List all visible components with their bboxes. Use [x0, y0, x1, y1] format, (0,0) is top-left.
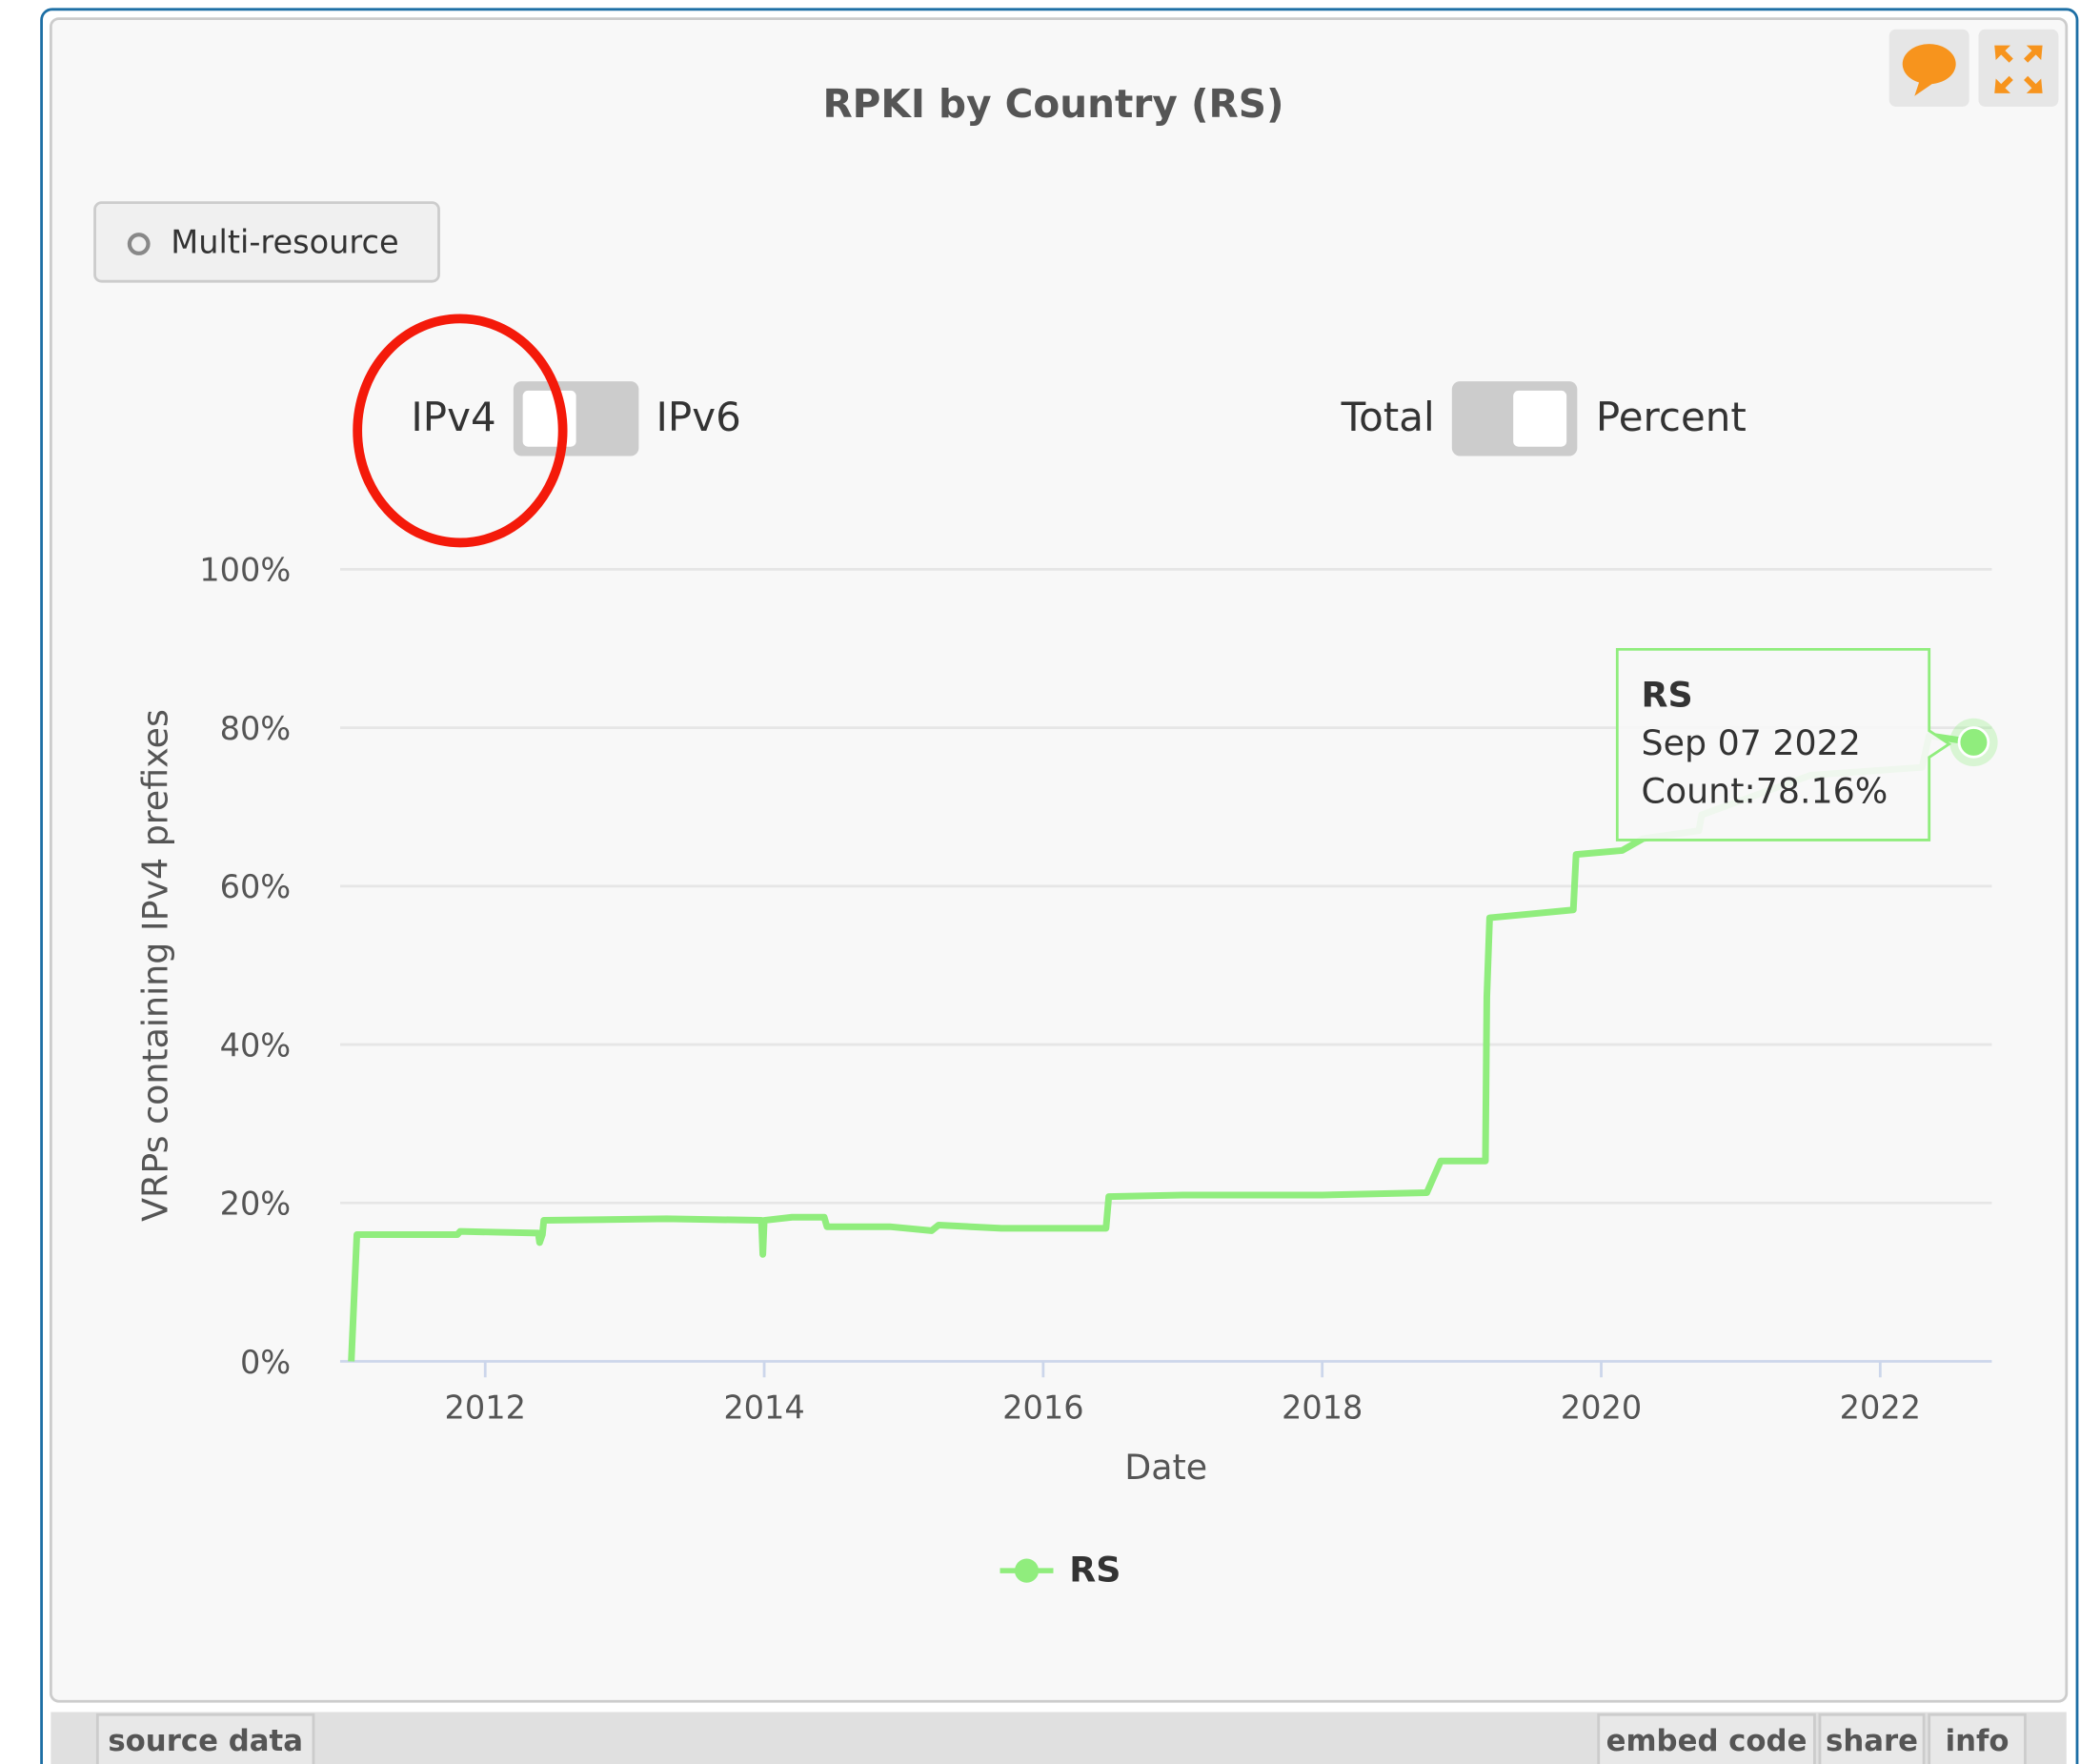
footer-button-label: source data [108, 1724, 303, 1758]
comment-icon-tail [1914, 79, 1936, 96]
y-tick-label: 100% [199, 552, 291, 589]
legend-symbol [1014, 1558, 1040, 1583]
y-tick-label: 80% [220, 710, 292, 747]
tooltip-title: RS [1641, 675, 1692, 716]
highlight-circle [353, 314, 568, 548]
footer-button[interactable] [1928, 1713, 2027, 1764]
comment-icon [1902, 44, 1956, 85]
toggle-knob [522, 390, 576, 447]
fullscreen-icon [1994, 45, 2043, 93]
multi-resource-label: Multi-resource [171, 224, 398, 261]
x-tick-label: 2012 [445, 1389, 526, 1426]
x-axis-label: Date [1124, 1447, 1207, 1488]
y-tick-label: 40% [220, 1026, 292, 1064]
toggle-label: IPv6 [656, 394, 741, 440]
toggle-label: IPv4 [411, 394, 495, 440]
x-tick-label: 2018 [1282, 1389, 1363, 1426]
tooltip-date: Sep 07 2022 [1641, 722, 1860, 763]
y-tick-label: 60% [220, 868, 292, 905]
y-axis-label: VRPs containing IPv4 prefixes [134, 709, 175, 1222]
y-tick-label: 0% [240, 1344, 291, 1381]
toggle-label: Total [1341, 394, 1435, 440]
multi-resource-button[interactable] [93, 201, 440, 283]
footer-button-label: embed code [1606, 1724, 1807, 1758]
chart-title: RPKI by Country (RS) [822, 81, 1283, 127]
tooltip-value: Count:78.16% [1641, 770, 1888, 811]
footer-button-label: info [1946, 1724, 2009, 1758]
radio [127, 233, 151, 255]
footer-button[interactable] [1597, 1713, 1816, 1764]
tooltip-box [1615, 647, 1952, 841]
footer-button-label: share [1826, 1724, 1918, 1758]
footer-button[interactable] [95, 1713, 315, 1764]
y-tick-label: 20% [220, 1186, 292, 1223]
toggle-knob [1513, 390, 1567, 447]
toggle-label: Percent [1596, 394, 1747, 440]
fullscreen-button[interactable] [1978, 29, 2059, 107]
x-tick-label: 2016 [1002, 1389, 1083, 1426]
x-tick-label: 2014 [723, 1389, 804, 1426]
series-line [348, 732, 1974, 1362]
plot: 0% 20% 40% 60% 80% 100% 2012 2014 2016 2018 2020 20… [134, 552, 1998, 1591]
footer-buttons: source data embed code share info [95, 1713, 2027, 1764]
x-tick-label: 2022 [1840, 1389, 1921, 1426]
x-tick-label: 2020 [1561, 1389, 1642, 1426]
footer-button[interactable] [1818, 1713, 1926, 1764]
hover-point [1957, 726, 1990, 759]
legend-label: RS [1069, 1550, 1121, 1591]
